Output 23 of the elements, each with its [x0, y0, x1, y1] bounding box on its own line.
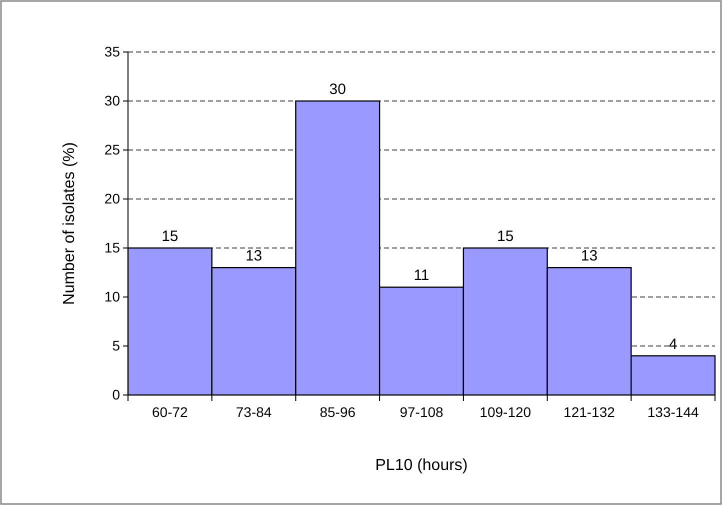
- data-label: 13: [580, 248, 598, 265]
- x-tick-label: 60-72: [152, 404, 188, 420]
- x-tick-label: 85-96: [320, 404, 356, 420]
- y-tick-label: 15: [104, 239, 120, 256]
- y-tick-label: 30: [104, 92, 120, 108]
- x-tick-label: 97-108: [400, 404, 444, 420]
- data-label: 13: [245, 248, 262, 265]
- data-label: 30: [329, 81, 346, 98]
- x-tick-label: 133-144: [647, 404, 699, 420]
- x-tick-label: 121-132: [564, 404, 616, 420]
- y-axis-title: Number of isolates (%): [61, 142, 78, 305]
- data-label: 15: [162, 228, 178, 245]
- y-tick-label: 25: [104, 141, 120, 158]
- y-tick-label: 35: [104, 43, 120, 60]
- y-tick-label: 10: [104, 288, 120, 304]
- x-tick-label: 109-120: [480, 404, 532, 420]
- x-axis-title: PL10 (hours): [375, 457, 468, 474]
- x-tick-label: 73-84: [236, 404, 272, 420]
- y-tick-label: 20: [104, 190, 120, 206]
- y-tick-label: 0: [112, 386, 120, 402]
- data-label: 15: [497, 228, 514, 245]
- data-label: 11: [414, 267, 430, 284]
- y-tick-label: 5: [112, 337, 120, 354]
